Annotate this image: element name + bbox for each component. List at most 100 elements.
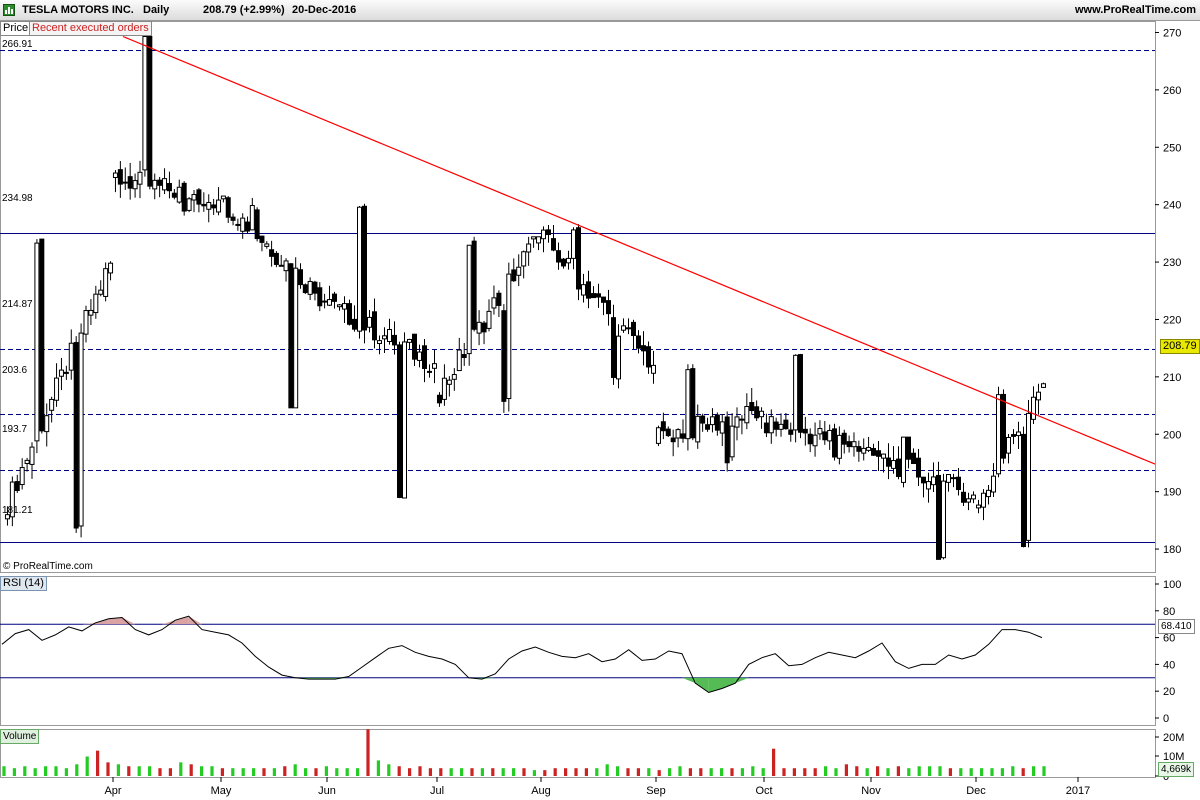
candle-body xyxy=(931,476,936,486)
candle-body xyxy=(714,414,720,431)
candle-body xyxy=(288,263,294,409)
candle-body xyxy=(171,192,177,198)
time-tick-label: Dec xyxy=(966,785,986,797)
candle-body xyxy=(427,370,432,373)
candle-body xyxy=(841,432,847,445)
price-tick-label: 190 xyxy=(1163,487,1181,499)
volume-tick-label: 20M xyxy=(1163,732,1184,744)
price-tick-label: 240 xyxy=(1163,200,1181,212)
candle-body xyxy=(83,310,89,335)
rsi-tick-label: 80 xyxy=(1163,606,1175,618)
candle-body xyxy=(245,221,250,232)
candle-body xyxy=(98,289,104,295)
volume-bar xyxy=(699,768,703,776)
candle-body xyxy=(768,416,774,434)
candle-body xyxy=(372,311,377,341)
volume-bar xyxy=(616,766,620,776)
candle-body xyxy=(971,494,976,500)
candle-body xyxy=(886,457,891,467)
volume-title-tag[interactable]: Volume xyxy=(0,729,40,744)
candle-body xyxy=(342,303,347,310)
candle-body xyxy=(621,325,626,331)
volume-bar xyxy=(272,768,276,776)
candle-body xyxy=(822,431,828,441)
candle-body xyxy=(88,309,94,316)
volume-bar xyxy=(584,768,588,776)
candle-body xyxy=(78,332,84,527)
trendline xyxy=(122,35,1156,465)
volume-bar xyxy=(512,768,516,776)
volume-bar xyxy=(564,768,568,776)
candle-body xyxy=(137,171,143,185)
candle-body xyxy=(936,474,941,560)
candle-body xyxy=(93,293,99,314)
candle-body xyxy=(259,235,265,243)
orders-tab[interactable]: Recent executed orders xyxy=(29,21,152,36)
last-price-tag: 208.79 xyxy=(1160,339,1200,354)
volume-bar xyxy=(449,768,453,776)
candle-body xyxy=(269,249,275,257)
candle-body xyxy=(58,369,64,377)
candle-body xyxy=(601,296,606,303)
volume-bar xyxy=(751,766,755,776)
level-label-181: 181.21 xyxy=(2,505,33,516)
chart-title-bar: TESLA MOTORS INC. Daily 208.79 (+2.99%) … xyxy=(0,0,1200,21)
volume-bar xyxy=(543,770,547,776)
price-tab[interactable]: Price xyxy=(0,21,32,36)
candle-body xyxy=(162,178,168,191)
volume-bar xyxy=(803,768,807,776)
rsi-title-tag[interactable]: RSI (14) xyxy=(0,576,47,591)
candle-body xyxy=(332,293,337,302)
rsi-panel-frame xyxy=(0,576,1156,726)
price-tick-label: 180 xyxy=(1163,544,1181,556)
candle-body xyxy=(402,341,407,499)
volume-bar xyxy=(366,729,370,776)
candle-body xyxy=(906,436,911,460)
volume-bar xyxy=(106,762,110,776)
candle-body xyxy=(422,345,427,369)
candle-body xyxy=(254,209,260,240)
volume-bar xyxy=(252,768,256,776)
price-tick-label: 220 xyxy=(1163,314,1181,326)
price-tick-label: 210 xyxy=(1163,372,1181,384)
candle-body xyxy=(24,459,30,465)
volume-bar xyxy=(792,768,796,776)
volume-bar xyxy=(636,768,640,776)
candle-body xyxy=(941,480,946,559)
price-tick-label: 260 xyxy=(1163,85,1181,97)
candle-body xyxy=(680,433,686,439)
candle-body xyxy=(670,437,676,443)
time-tick-label: Apr xyxy=(104,785,121,797)
candle-body xyxy=(392,334,397,346)
volume-bar xyxy=(917,766,921,776)
site-url[interactable]: www.ProRealTime.com xyxy=(1074,4,1196,16)
volume-bar xyxy=(200,766,204,776)
volume-bar xyxy=(990,768,994,776)
candle-body xyxy=(302,284,308,294)
volume-bar xyxy=(470,768,474,776)
level-label-203: 203.6 xyxy=(2,365,28,376)
candle-body xyxy=(744,406,750,424)
volume-bar xyxy=(293,764,297,776)
level-label-193: 193.7 xyxy=(2,424,28,435)
volume-bar xyxy=(345,768,349,776)
candle-body xyxy=(709,416,715,426)
rsi-tick-label: 20 xyxy=(1163,686,1175,698)
candle-body xyxy=(561,258,566,267)
candle-body xyxy=(566,257,571,264)
candle-body xyxy=(1011,434,1016,437)
rsi-tick-label: 40 xyxy=(1163,659,1175,671)
volume-bar xyxy=(834,768,838,776)
candle-body xyxy=(881,453,886,459)
candle-body xyxy=(283,260,289,272)
candle-body xyxy=(451,374,457,380)
candle-body xyxy=(576,227,581,290)
candle-body xyxy=(293,267,299,409)
volume-bar xyxy=(2,766,6,776)
candle-body xyxy=(1016,431,1021,437)
volume-bar xyxy=(813,768,817,776)
candle-body xyxy=(690,368,696,439)
volume-bar xyxy=(335,768,339,776)
candle-body xyxy=(206,202,212,210)
candle-body xyxy=(926,481,931,490)
